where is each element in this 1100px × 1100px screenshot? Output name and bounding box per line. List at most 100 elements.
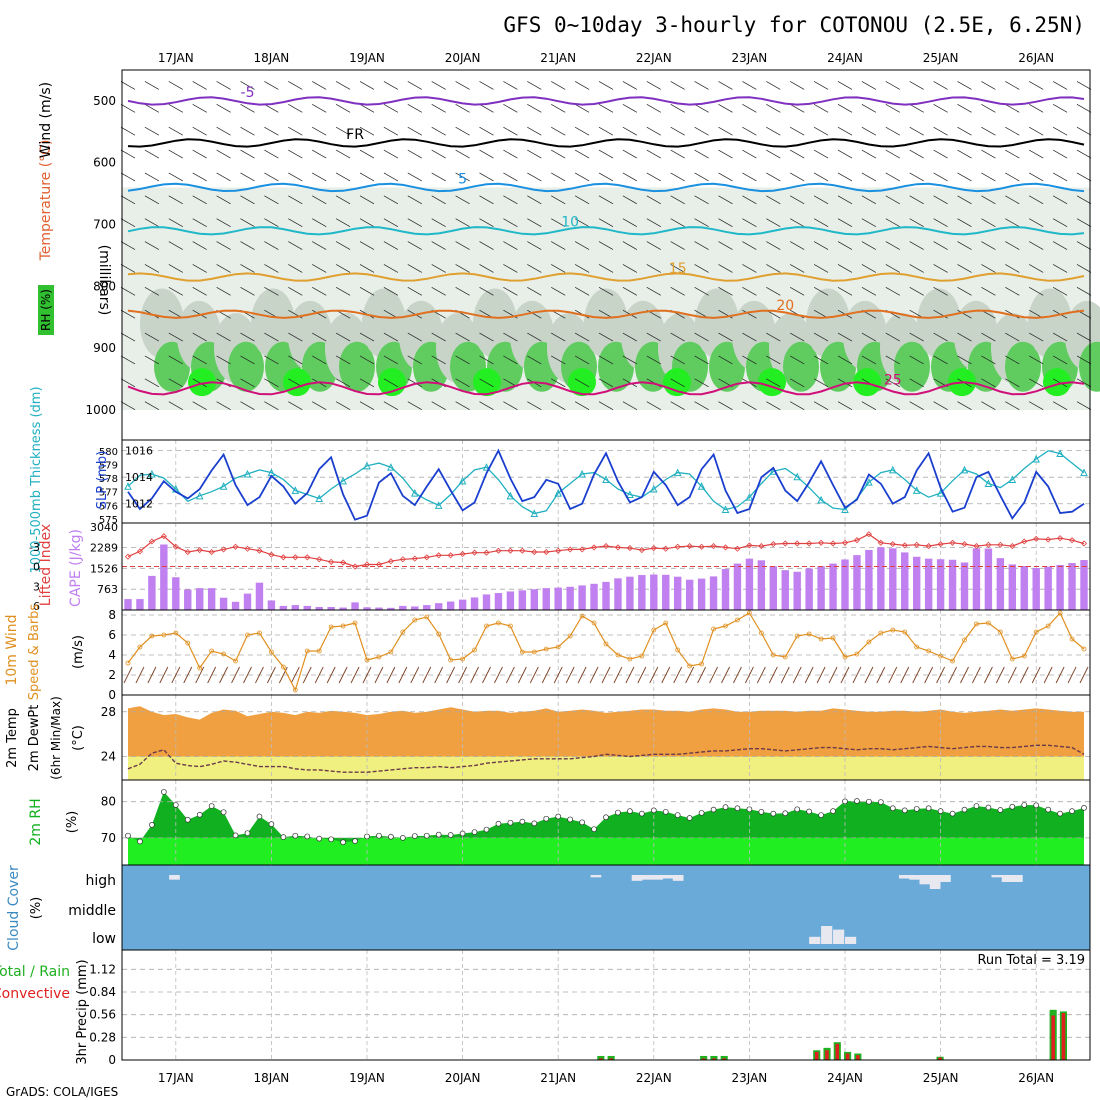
wind-speed-point bbox=[878, 630, 884, 636]
rh-base-fill bbox=[128, 837, 1084, 865]
upper-wind-barb bbox=[120, 378, 136, 388]
upper-wind-barb bbox=[1076, 149, 1092, 159]
rh-point bbox=[638, 810, 645, 817]
upper-wind-barb bbox=[479, 332, 494, 342]
cape-label: CAPE (J/kg) bbox=[68, 529, 84, 607]
wind-barb bbox=[625, 666, 635, 684]
upper-wind-barb bbox=[479, 287, 494, 296]
upper-wind-barb bbox=[144, 126, 160, 136]
li-point bbox=[590, 544, 598, 551]
upper-wind-barb bbox=[957, 401, 972, 410]
upper-wind-barb bbox=[694, 355, 709, 365]
upper-wind-barb bbox=[503, 287, 518, 296]
wind-barb bbox=[541, 666, 551, 684]
upper-wind-barb bbox=[527, 309, 542, 319]
upper-wind-barb bbox=[813, 218, 829, 227]
upper-wind-barb bbox=[264, 241, 279, 250]
upper-wind-barb bbox=[885, 287, 900, 296]
upper-wind-barb bbox=[312, 218, 327, 227]
li-point bbox=[519, 547, 526, 554]
upper-wind-barb bbox=[718, 241, 733, 250]
li-point bbox=[411, 555, 418, 562]
upper-wind-barb bbox=[718, 126, 733, 136]
upper-wind-barb bbox=[479, 172, 494, 182]
wind-barb bbox=[983, 666, 993, 684]
upper-wind-barb bbox=[264, 126, 279, 136]
li-point bbox=[375, 561, 383, 568]
rh-point bbox=[889, 805, 896, 812]
wind10m-unit: (m/s) bbox=[71, 635, 86, 669]
rh-point bbox=[555, 813, 562, 820]
upper-wind-barb bbox=[455, 287, 470, 296]
upper-wind-barb bbox=[312, 81, 327, 90]
upper-wind-barb bbox=[359, 126, 375, 136]
run-total-text: Run Total = 3.19 bbox=[977, 953, 1085, 968]
li-point bbox=[961, 541, 968, 548]
rh-point bbox=[1069, 808, 1075, 814]
upper-wind-barb bbox=[168, 378, 183, 388]
upper-wind-barb bbox=[192, 332, 207, 342]
wind-barb bbox=[1019, 666, 1029, 684]
upper-wind-barb bbox=[551, 126, 566, 136]
upper-wind-barb bbox=[455, 241, 470, 250]
upper-wind-barb bbox=[1005, 241, 1020, 250]
upper-wind-barb bbox=[431, 355, 446, 365]
wind-barb bbox=[888, 666, 898, 684]
precip-conv-bar bbox=[845, 1053, 850, 1060]
wind-speed-point bbox=[806, 631, 812, 637]
thickness-point bbox=[1008, 475, 1017, 483]
upper-wind-barb bbox=[981, 195, 996, 205]
upper-wind-barb bbox=[861, 81, 877, 90]
precip-conv-label: Convective bbox=[0, 986, 70, 1002]
date-label-top: 18JAN bbox=[254, 51, 290, 65]
upper-wind-barb bbox=[216, 287, 231, 296]
wind-speed-point bbox=[328, 624, 334, 630]
upper-wind-barb bbox=[909, 104, 924, 113]
thickness-point bbox=[1080, 468, 1088, 477]
thickness-point bbox=[817, 495, 825, 504]
upper-wind-barb bbox=[981, 401, 996, 410]
wind-barb bbox=[852, 666, 862, 684]
rh-blotch bbox=[251, 288, 295, 359]
upper-wind-barb bbox=[574, 378, 590, 388]
upper-wind-barb bbox=[861, 195, 877, 205]
upper-wind-barb bbox=[837, 264, 853, 273]
upper-wind-barb bbox=[240, 172, 255, 182]
thickness-point bbox=[793, 472, 802, 481]
upper-wind-barb bbox=[120, 218, 136, 227]
wind-barb bbox=[744, 666, 754, 684]
upper-wind-barb bbox=[527, 332, 542, 342]
li-point bbox=[794, 540, 801, 547]
precip-conv-bar bbox=[609, 1058, 613, 1060]
rh-point bbox=[411, 833, 418, 839]
upper-wind-barb bbox=[431, 401, 446, 410]
li-point bbox=[973, 543, 980, 550]
upper-wind-barb bbox=[527, 218, 542, 227]
upper-wind-barb bbox=[981, 287, 996, 296]
wind-speed-point bbox=[233, 658, 238, 664]
cloud-high-bar bbox=[909, 875, 920, 880]
rh-point bbox=[818, 812, 824, 818]
li-point bbox=[746, 542, 753, 549]
upper-wind-barb bbox=[742, 149, 757, 159]
cape-bar bbox=[184, 589, 192, 610]
upper-wind-barb bbox=[407, 287, 422, 296]
cape-tick: 763 bbox=[97, 583, 118, 596]
cape-bar bbox=[351, 602, 359, 610]
upper-wind-barb bbox=[933, 104, 948, 113]
upper-wind-barb bbox=[670, 287, 685, 296]
wind-barb bbox=[864, 666, 874, 684]
li-point bbox=[1068, 537, 1076, 544]
upper-wind-barb bbox=[574, 355, 590, 365]
rh-blotch-green bbox=[894, 341, 930, 392]
thickness-point bbox=[578, 469, 586, 478]
wind-ytick: 4 bbox=[108, 648, 116, 662]
rh-point bbox=[627, 808, 633, 814]
upper-wind-barb bbox=[885, 104, 900, 113]
thickness-point bbox=[387, 463, 395, 471]
cape-bar bbox=[626, 576, 634, 610]
upper-wind-barb bbox=[551, 218, 566, 227]
upper-wind-barb bbox=[407, 149, 422, 159]
wind-speed-point bbox=[699, 661, 704, 667]
wind-barb bbox=[529, 666, 539, 684]
